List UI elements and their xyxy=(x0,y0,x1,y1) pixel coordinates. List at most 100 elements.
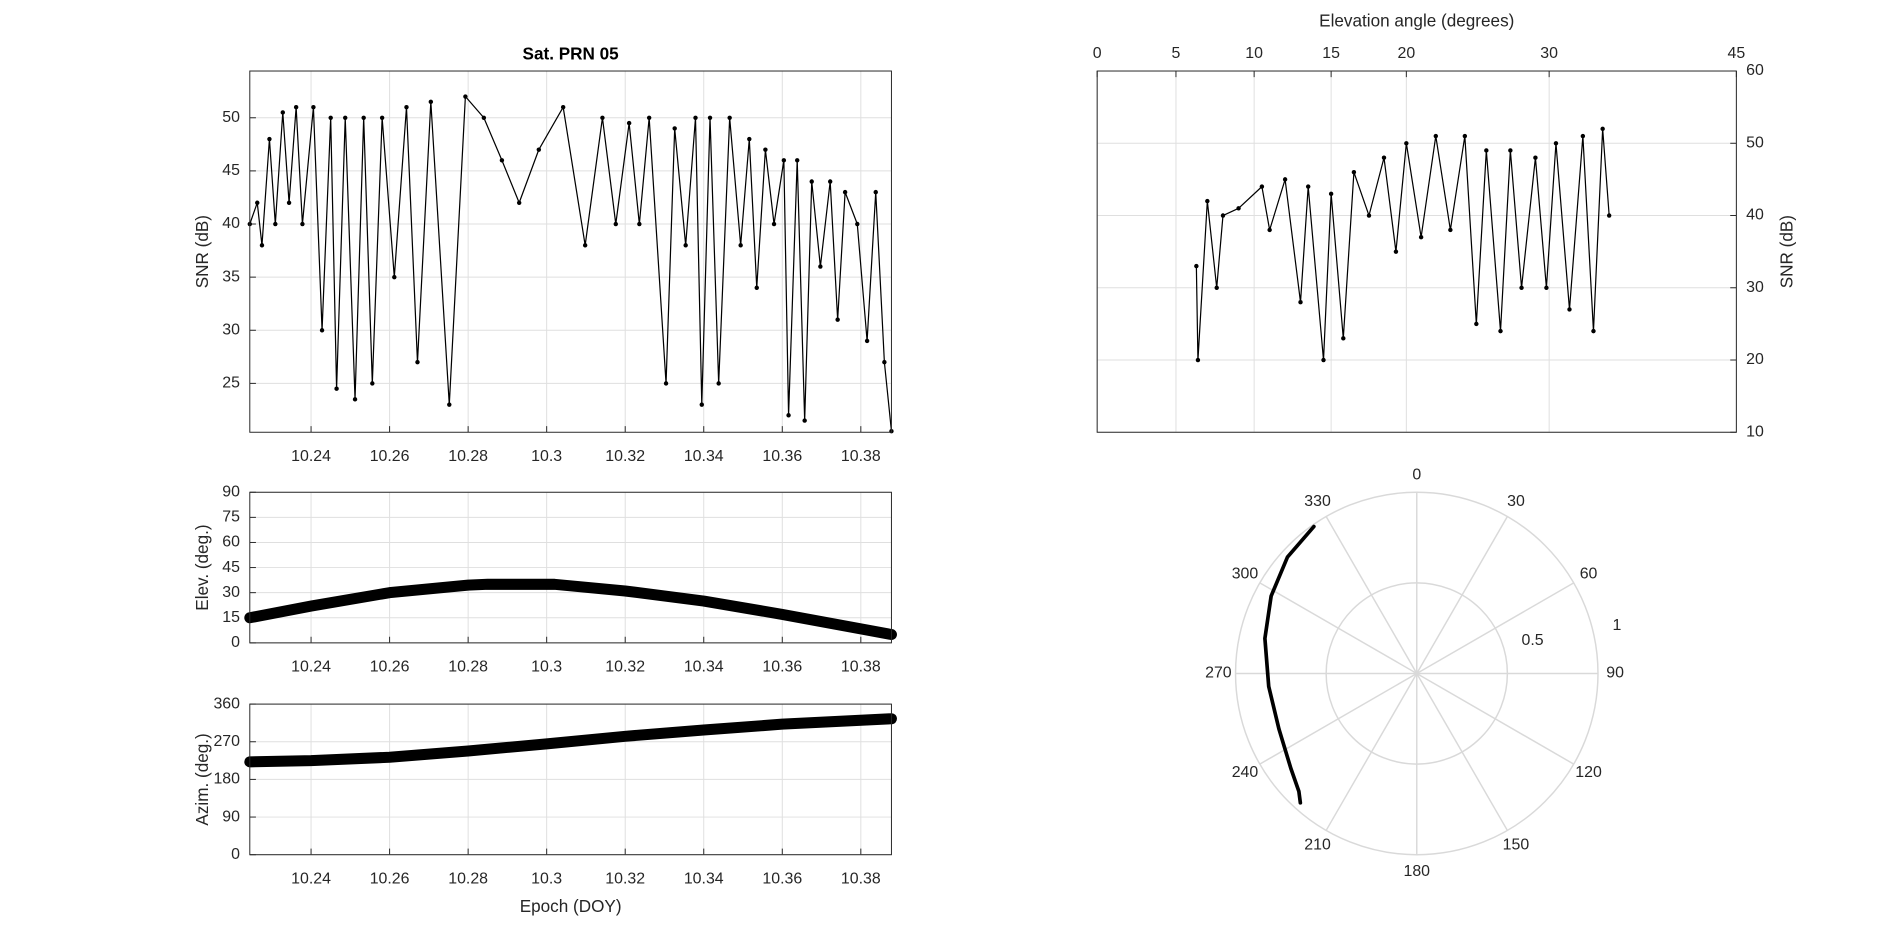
data-point xyxy=(1393,249,1399,254)
y-tick-label: 45 xyxy=(222,559,240,576)
data-point xyxy=(1282,177,1288,182)
data-point xyxy=(536,147,542,152)
data-point xyxy=(716,381,721,386)
x-tick-label: 10.32 xyxy=(605,448,645,465)
y-tick-label: 60 xyxy=(222,534,240,551)
theta-tick-label: 90 xyxy=(1606,665,1624,682)
x-tick-label: 10.36 xyxy=(762,448,802,465)
theta-tick-label: 150 xyxy=(1503,836,1530,853)
data-point xyxy=(1341,336,1346,341)
x-tick-label: 10.32 xyxy=(605,659,645,676)
data-point xyxy=(855,221,860,227)
data-point xyxy=(1567,307,1572,312)
x-tick-label: 10.34 xyxy=(684,659,724,676)
theta-tick-label: 180 xyxy=(1403,863,1430,880)
x-tick-label: 10.3 xyxy=(531,870,562,887)
r-tick-label: 1 xyxy=(1613,617,1622,634)
data-point xyxy=(1606,213,1612,218)
data-point xyxy=(727,115,732,120)
y-tick-label: 30 xyxy=(1746,279,1764,296)
x-tick-label: 45 xyxy=(1728,45,1746,62)
x-tick-label: 10.3 xyxy=(531,659,562,676)
data-point xyxy=(663,381,669,386)
data-point xyxy=(1533,155,1538,160)
data-point xyxy=(1194,263,1199,269)
data-point xyxy=(516,200,522,205)
data-point xyxy=(882,359,887,365)
x-tick-label: 10.34 xyxy=(684,870,724,887)
data-point xyxy=(763,147,768,152)
x-tick-label: 10.38 xyxy=(841,448,881,465)
data-point xyxy=(1321,357,1326,363)
y-tick-label: 30 xyxy=(222,584,240,601)
data-point xyxy=(672,126,677,131)
data-point xyxy=(1366,213,1372,218)
data-point xyxy=(873,189,878,195)
data-point xyxy=(499,158,505,163)
y-tick-label: 60 xyxy=(1746,62,1764,79)
x-tick-label: 10.26 xyxy=(370,448,410,465)
data-point xyxy=(771,221,777,227)
y-tick-label: 30 xyxy=(222,321,240,338)
theta-tick-label: 0 xyxy=(1412,466,1421,483)
data-point xyxy=(1404,141,1409,146)
data-point xyxy=(293,104,299,110)
data-point xyxy=(370,381,375,386)
y-tick-label: 90 xyxy=(222,808,240,825)
data-point xyxy=(1381,155,1387,160)
data-point xyxy=(1305,184,1311,189)
y-tick-label: 0 xyxy=(231,846,240,863)
data-point xyxy=(286,200,292,205)
theta-tick-label: 60 xyxy=(1580,566,1598,583)
data-point xyxy=(864,338,870,344)
data-point xyxy=(379,115,385,120)
trajectory xyxy=(1263,524,1316,805)
data-point xyxy=(1267,227,1272,233)
r-grid xyxy=(1325,582,1509,765)
data-line xyxy=(244,578,897,641)
theta-tick-label: 240 xyxy=(1232,764,1259,781)
x-tick-label: 10.28 xyxy=(448,659,488,676)
y-axis-label: SNR (dB) xyxy=(1776,215,1796,288)
y-tick-label: 40 xyxy=(222,215,240,232)
data-line xyxy=(249,95,893,432)
data-point xyxy=(835,317,840,322)
data-point xyxy=(754,285,759,290)
y-tick-label: 25 xyxy=(222,375,240,392)
axes-background xyxy=(1097,71,1737,433)
data-point xyxy=(428,99,434,105)
data-point xyxy=(481,115,487,120)
data-point xyxy=(707,115,713,120)
data-point xyxy=(1448,227,1453,233)
data-line xyxy=(1195,128,1610,361)
theta-tick-label: 210 xyxy=(1304,836,1331,853)
x-tick-label: 10.38 xyxy=(841,659,881,676)
data-point xyxy=(1591,328,1596,334)
plot-area xyxy=(244,713,897,768)
y-axis-label: SNR (dB) xyxy=(192,215,212,288)
r-tick-label: 0.5 xyxy=(1521,632,1543,649)
data-point xyxy=(343,115,348,120)
data-point xyxy=(747,136,752,142)
x-tick-label: 0 xyxy=(1093,45,1102,62)
data-point xyxy=(1474,321,1479,327)
y-tick-label: 50 xyxy=(222,109,240,126)
x-tick-label: 10.34 xyxy=(684,448,724,465)
axes-box xyxy=(249,491,892,644)
data-point xyxy=(781,158,787,163)
data-point xyxy=(361,115,366,120)
data-point xyxy=(1580,133,1586,139)
data-point xyxy=(255,200,260,205)
chart-title: Sat. PRN 05 xyxy=(523,44,620,64)
data-point xyxy=(1519,285,1524,290)
data-point xyxy=(1236,206,1241,211)
data-point xyxy=(1544,285,1549,290)
x-tick-label: 30 xyxy=(1540,45,1558,62)
data-point xyxy=(267,136,272,142)
data-point xyxy=(1600,126,1605,132)
data-point xyxy=(1214,285,1219,290)
x-tick-label: 10.36 xyxy=(762,870,802,887)
axes-background xyxy=(249,71,892,433)
data-point xyxy=(637,221,642,227)
